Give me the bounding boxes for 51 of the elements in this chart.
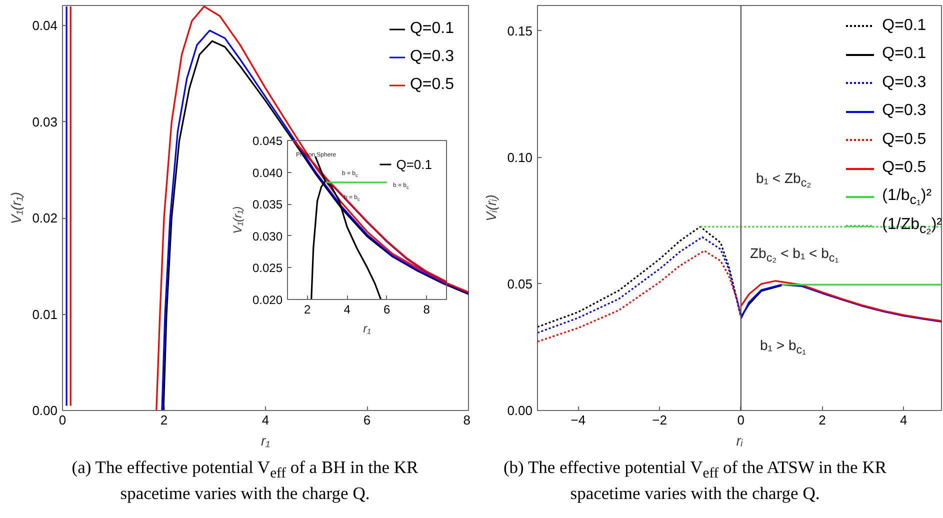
x-tick-label: 2: [304, 302, 312, 316]
y-axis-title: V₁(r₁): [230, 206, 244, 234]
legend-label: Q=0.5: [882, 130, 926, 150]
legend-label: Q=0.1: [410, 20, 454, 38]
y-tick-label: 0.00: [507, 403, 533, 418]
y-tick-label: 0.035: [252, 198, 283, 212]
legend-label: Q=0.3: [410, 48, 454, 66]
x-tick-label: 2: [818, 412, 826, 428]
x-tick-label: 8: [423, 302, 430, 316]
text: (b) The effective potential V$_{eff}$ of the ATSW in the KR spacetime varies with the charge Q.: [502, 457, 888, 504]
x-tick-label: 6: [384, 302, 391, 316]
x-tick-label: 4: [262, 412, 270, 428]
legend-label: Q=0.1: [882, 16, 926, 36]
x-tick-label: 0: [58, 412, 66, 428]
y-tick-label: 0.05: [507, 276, 533, 292]
x-axis-title: r₁: [363, 322, 372, 336]
y-tick-label: 0.04: [32, 18, 58, 34]
legend-label: (1/b$_{c₁}$)²: [882, 186, 932, 210]
legend-label: Q=0.3: [882, 101, 926, 122]
text: (a) The effective potential V$_{eff}$ of a BH in the KR spacetime varies with the charge Q.: [70, 457, 420, 504]
x-tick-label: 0: [737, 412, 745, 428]
legend-label: Q=0.5: [882, 158, 926, 178]
y-tick-label: 0.01: [32, 306, 58, 322]
y-axis-title: Vᵢ(rᵢ): [483, 194, 500, 222]
legend-label: Q=0.3: [882, 72, 926, 93]
y-tick-label: 0.030: [252, 229, 283, 244]
y-tick-label: 0.040: [252, 166, 283, 180]
x-axis-title: r₁: [260, 432, 271, 448]
x-tick-label: −2: [652, 412, 667, 428]
y-tick-label: 0.10: [507, 150, 533, 165]
legend-label: Q=0.5: [410, 76, 454, 94]
x-tick-label: 4: [900, 412, 908, 428]
x-tick-label: 8: [463, 412, 471, 428]
y-tick-label: 0.025: [252, 261, 283, 276]
annotation: b₁ > b$_{c₁}$: [760, 336, 806, 359]
annotation: Zb$_{c₂}$ < b₁ < b$_{c₁}$: [750, 244, 839, 267]
legend-label: Q=0.1: [396, 156, 432, 172]
y-tick-label: 0.02: [32, 210, 58, 226]
y-tick-label: 0.045: [252, 134, 283, 148]
annotation: b₁ < Zb$_{c₂}$: [756, 168, 812, 192]
y-tick-label: 0.03: [32, 114, 58, 130]
x-tick-label: 6: [363, 412, 371, 428]
y-tick-label: 0.00: [32, 403, 58, 418]
y-tick-label: 0.020: [252, 293, 283, 307]
y-axis-title: V₁(r₁): [8, 192, 24, 224]
x-axis-title: rᵢ: [736, 432, 743, 448]
y-tick-label: 0.15: [507, 23, 533, 38]
x-tick-label: −4: [570, 412, 586, 428]
legend-label: Q=0.1: [882, 44, 926, 64]
x-tick-label: 4: [344, 302, 351, 316]
x-tick-label: 2: [160, 412, 168, 428]
